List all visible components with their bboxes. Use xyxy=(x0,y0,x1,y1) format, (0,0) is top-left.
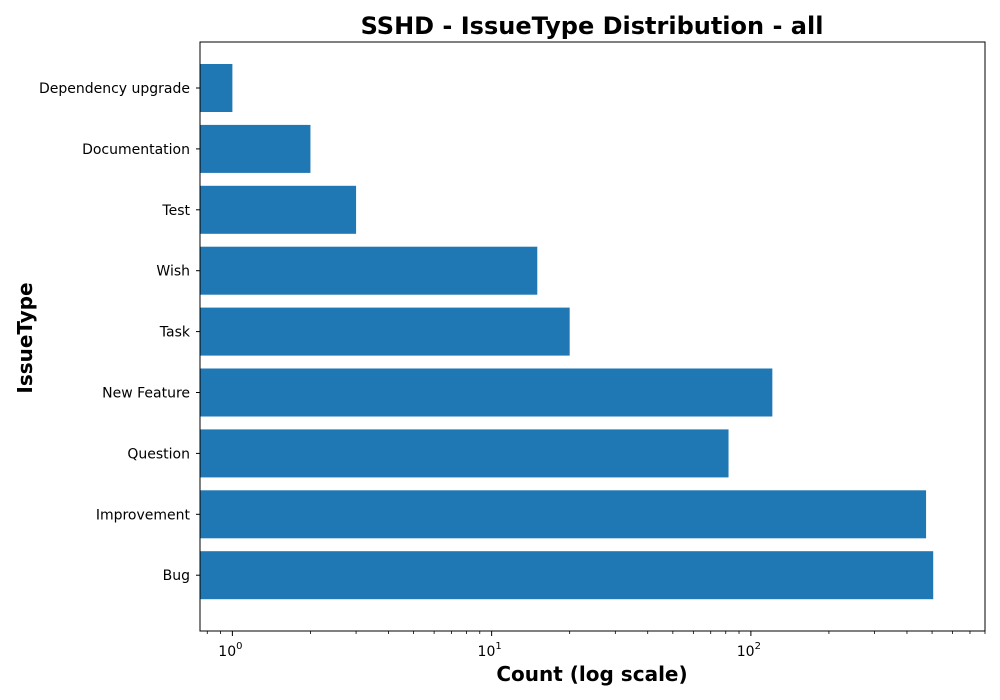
bars-layer xyxy=(200,64,933,599)
x-tick-label-base: 10 xyxy=(478,644,496,660)
chart-title: SSHD - IssueType Distribution - all xyxy=(361,12,824,40)
bar-dependency-upgrade xyxy=(200,64,232,112)
x-tick-label-exponent: 1 xyxy=(495,641,501,652)
bar-bug xyxy=(200,551,933,599)
bar-wish xyxy=(200,247,537,295)
x-tick-label: 101 xyxy=(478,641,502,660)
bar-task xyxy=(200,308,570,356)
y-tick-label-dependency-upgrade: Dependency upgrade xyxy=(39,81,190,97)
x-axis-label: Count (log scale) xyxy=(496,662,687,686)
bar-question xyxy=(200,429,729,477)
y-axis-label: IssueType xyxy=(13,282,37,393)
y-tick-label-task: Task xyxy=(159,325,191,341)
x-tick-label-exponent: 2 xyxy=(755,641,761,652)
x-tick-label-exponent: 0 xyxy=(236,641,242,652)
y-tick-label-test: Test xyxy=(161,203,190,219)
x-tick-label-base: 10 xyxy=(218,644,236,660)
x-tick-label-base: 10 xyxy=(737,644,755,660)
x-tick-label: 102 xyxy=(737,641,761,660)
bar-test xyxy=(200,186,356,234)
bar-documentation xyxy=(200,125,310,173)
y-tick-label-question: Question xyxy=(127,446,190,462)
x-tick-label: 100 xyxy=(218,641,242,660)
bar-new-feature xyxy=(200,369,772,417)
y-tick-label-improvement: Improvement xyxy=(96,507,191,523)
y-tick-label-bug: Bug xyxy=(163,568,190,584)
x-ticks-layer: 100 101 102 xyxy=(207,631,985,660)
y-tick-label-wish: Wish xyxy=(156,264,190,280)
y-tick-label-new-feature: New Feature xyxy=(102,386,190,402)
bar-improvement xyxy=(200,490,926,538)
y-ticks-layer: Dependency upgrade Documentation Test Wish T… xyxy=(39,81,200,584)
y-tick-label-documentation: Documentation xyxy=(82,142,190,158)
